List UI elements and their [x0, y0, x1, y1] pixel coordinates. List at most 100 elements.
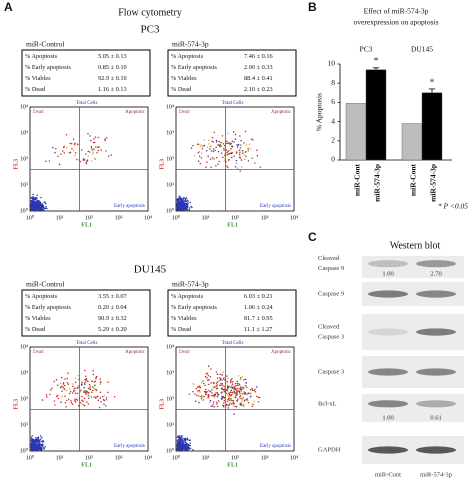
event-dot [243, 142, 245, 144]
event-dot [64, 378, 66, 380]
event-dot [176, 198, 179, 200]
event-dot [209, 375, 212, 378]
event-dot [232, 402, 234, 405]
event-dot [85, 161, 88, 163]
event-dot [234, 392, 236, 394]
event-dot [51, 387, 53, 389]
event-dot [34, 203, 36, 205]
plot-area [175, 106, 295, 212]
event-dot [102, 398, 105, 401]
protein-label: Caspase 3 [318, 368, 344, 375]
event-dot [65, 405, 67, 408]
event-dot [103, 394, 106, 397]
event-dot [229, 381, 232, 383]
event-dot [182, 442, 185, 444]
event-dot [252, 403, 254, 405]
blot-band [368, 446, 408, 454]
event-dot [256, 154, 259, 157]
event-dot [178, 448, 180, 450]
event-dot [240, 404, 243, 406]
event-dot [227, 407, 230, 409]
event-dot [228, 385, 230, 388]
event-dot [200, 385, 202, 388]
bar [345, 103, 367, 161]
event-dot [41, 203, 44, 206]
stat-label: % Dead [171, 86, 192, 93]
event-dot [179, 196, 182, 198]
quadrant-label: Apoptotic [125, 350, 146, 355]
event-dot [240, 388, 242, 390]
stat-value: 2.10 ± 0.23 [244, 86, 273, 93]
x-tick-label: 10² [231, 455, 239, 461]
event-dot [180, 201, 182, 203]
event-dot [215, 387, 218, 390]
event-dot [96, 395, 99, 398]
quantification: 1.00 [382, 414, 393, 421]
blot-band [368, 400, 408, 408]
event-dot [212, 150, 215, 153]
event-dot [176, 444, 179, 447]
event-dot [74, 401, 77, 403]
event-dot [178, 197, 181, 200]
x-tick-label: 10² [231, 215, 239, 221]
event-dot [45, 207, 47, 210]
event-dot [184, 200, 186, 202]
event-dot [186, 206, 189, 209]
event-dot [33, 199, 36, 201]
panel-letter: A [4, 0, 13, 14]
event-dot [100, 401, 102, 403]
event-dot [77, 374, 80, 377]
event-dot [236, 380, 238, 383]
x-tick-label: 10³ [115, 215, 123, 221]
event-dot [62, 146, 65, 149]
protein-label: GAPDH [318, 446, 341, 453]
event-dot [247, 392, 249, 395]
event-dot [36, 200, 38, 202]
event-dot [229, 142, 231, 144]
event-dot [215, 156, 218, 159]
chart-title: Effect of miR-574-3p [364, 7, 429, 16]
event-dot [39, 435, 42, 437]
event-dot [249, 396, 251, 399]
event-dot [211, 136, 214, 139]
event-dot [33, 441, 36, 444]
event-dot [241, 375, 244, 378]
event-dot [210, 368, 212, 370]
event-dot [181, 197, 183, 200]
event-dot [194, 400, 197, 402]
event-dot [31, 440, 33, 443]
event-dot [181, 199, 183, 202]
y-tick-label: 10⁰ [20, 207, 29, 214]
stat-value: 5.05 ± 0.13 [98, 53, 127, 60]
event-dot [239, 397, 241, 400]
event-dot [91, 389, 94, 392]
quadrant-label: Early apoptosis [114, 204, 145, 209]
event-dot [204, 384, 206, 387]
event-dot [222, 405, 225, 408]
event-dot [220, 382, 222, 385]
event-dot [92, 151, 95, 154]
event-dot [245, 386, 248, 388]
event-dot [76, 158, 78, 161]
plot-area [29, 106, 149, 212]
event-dot [239, 395, 242, 397]
event-dot [236, 400, 239, 402]
event-dot [85, 162, 88, 165]
event-dot [240, 390, 242, 393]
event-dot [38, 448, 40, 451]
event-dot [223, 399, 226, 402]
event-dot [233, 403, 235, 405]
y-tick-label: 4 [331, 116, 335, 125]
event-dot [247, 401, 250, 404]
event-dot [212, 401, 215, 403]
cell-line-title: PC3 [141, 24, 160, 36]
event-dot [187, 439, 189, 441]
event-dot [179, 440, 181, 443]
event-dot [182, 205, 184, 207]
stat-label: % Viables [171, 75, 197, 82]
event-dot [212, 403, 214, 406]
event-dot [186, 204, 188, 206]
event-dot [81, 149, 83, 151]
event-dot [235, 394, 237, 397]
event-dot [99, 383, 102, 386]
